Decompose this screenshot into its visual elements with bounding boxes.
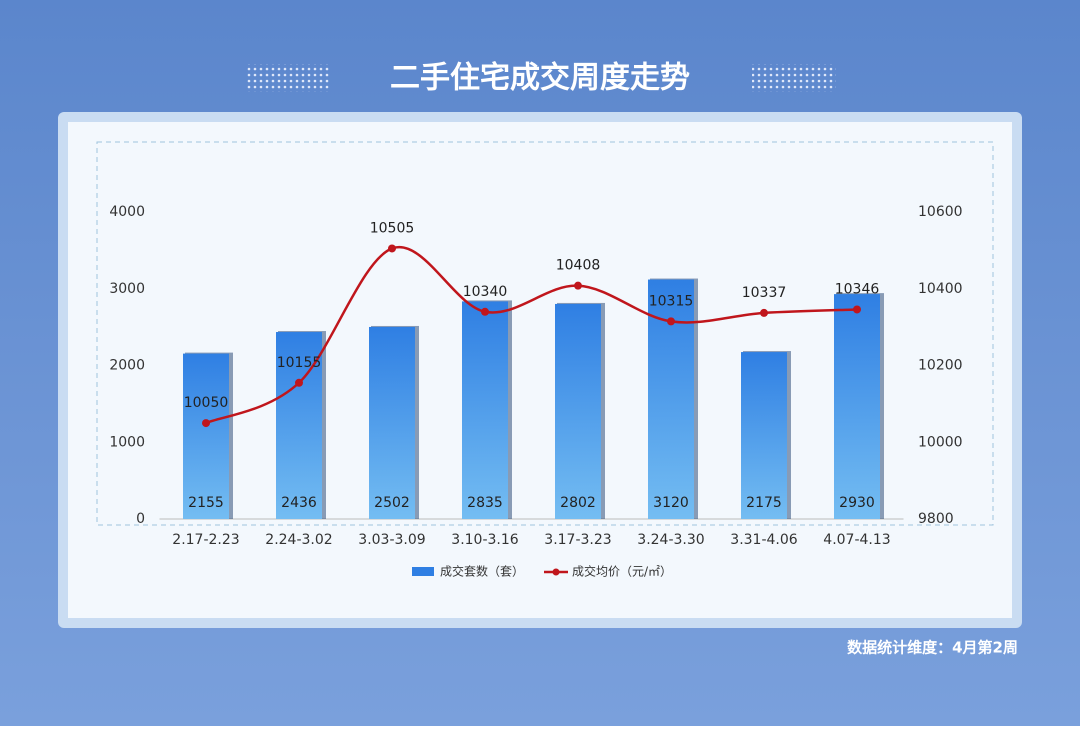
y2-tick-label: 9800 — [918, 511, 954, 527]
x-tick-label: 3.31-4.06 — [730, 532, 797, 548]
line-point — [667, 317, 675, 326]
bar-value-label: 2436 — [281, 495, 317, 511]
bar — [648, 279, 694, 519]
line-value-label: 10408 — [556, 258, 601, 274]
bar-value-label: 2502 — [374, 495, 410, 511]
y-tick-label: 0 — [136, 511, 145, 527]
x-tick-label: 4.07-4.13 — [823, 532, 890, 548]
y-tick-label: 2000 — [109, 358, 145, 374]
bar-value-label: 2835 — [467, 495, 503, 511]
bar — [555, 303, 601, 519]
x-tick-label: 3.03-3.09 — [358, 532, 425, 548]
line-point — [760, 308, 768, 317]
chart-title: 二手住宅成交周度走势 — [390, 61, 690, 96]
legend-label: 成交均价（元/㎡） — [572, 564, 672, 579]
line-value-label: 10340 — [463, 284, 508, 300]
bar — [834, 294, 880, 519]
bar — [369, 326, 415, 519]
line — [205, 245, 858, 425]
y2-tick-label: 10000 — [918, 434, 963, 450]
y-tick-label: 1000 — [109, 434, 145, 450]
bar-value-label: 2155 — [188, 495, 224, 511]
bar-value-label: 3120 — [653, 495, 689, 511]
x-tick-label: 2.17-2.23 — [172, 532, 239, 548]
y-tick-label: 3000 — [109, 281, 145, 297]
x-tick-label: 3.17-3.23 — [544, 532, 611, 548]
line-value-label: 10346 — [835, 281, 880, 297]
x-tick-label: 2.24-3.02 — [265, 532, 332, 548]
line-value-label: 10050 — [184, 395, 229, 411]
bar-value-label: 2930 — [839, 495, 875, 511]
legend-swatch — [412, 567, 434, 576]
line-point — [295, 378, 303, 387]
bar-value-label: 2802 — [560, 495, 596, 511]
line-value-label: 10337 — [742, 285, 787, 301]
x-tick-label: 3.24-3.30 — [637, 532, 704, 548]
title-decoration — [246, 64, 330, 92]
x-tick-label: 3.10-3.16 — [451, 532, 518, 548]
y2-tick-label: 10200 — [918, 358, 963, 374]
legend-swatch — [552, 568, 560, 576]
line-point — [202, 419, 210, 428]
legend-label: 成交套数（套） — [440, 564, 524, 579]
line-value-label: 10315 — [649, 293, 694, 309]
line-point — [388, 244, 396, 253]
line-point — [481, 307, 489, 316]
bar — [741, 352, 787, 519]
line-value-label: 10505 — [370, 220, 415, 236]
line-point — [853, 305, 861, 314]
bar — [183, 353, 229, 519]
note: 数据统计维度：4月第2周 — [847, 639, 1018, 657]
bar-value-label: 2175 — [746, 495, 782, 511]
line-point — [574, 281, 582, 290]
line-value-label: 10155 — [277, 355, 322, 371]
plot: 0 1000 2000 3000 4000 9800 10000 10200 10400 1060… — [109, 204, 962, 579]
y2-tick-label: 10600 — [918, 204, 963, 220]
y2-tick-label: 10400 — [918, 281, 963, 297]
title-decoration — [752, 64, 836, 92]
bar — [462, 301, 508, 519]
y-tick-label: 4000 — [109, 204, 145, 220]
